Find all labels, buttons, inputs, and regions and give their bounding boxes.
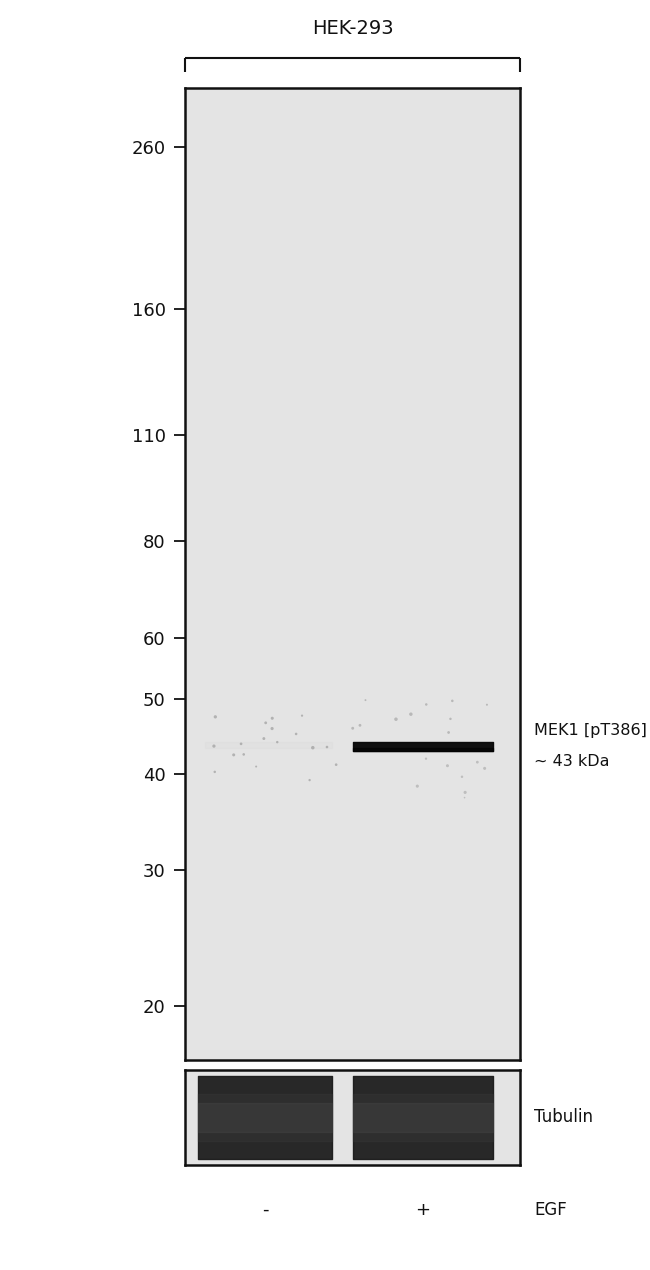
Point bbox=[304, 770, 315, 790]
Point bbox=[480, 758, 490, 779]
Point bbox=[355, 715, 365, 735]
Text: EGF: EGF bbox=[534, 1201, 567, 1219]
Point bbox=[267, 709, 278, 729]
Point bbox=[261, 712, 271, 733]
Text: -: - bbox=[262, 1201, 268, 1219]
Point bbox=[421, 748, 431, 768]
Point bbox=[443, 723, 454, 743]
Text: MEK1 [pT386]: MEK1 [pT386] bbox=[534, 724, 647, 738]
Point bbox=[360, 690, 370, 710]
Point bbox=[421, 695, 432, 715]
Point bbox=[209, 762, 220, 782]
Point bbox=[210, 706, 220, 726]
Point bbox=[457, 767, 467, 787]
Point bbox=[445, 709, 456, 729]
Point bbox=[391, 709, 401, 729]
Point bbox=[472, 752, 482, 772]
Point bbox=[442, 756, 452, 776]
Point bbox=[460, 787, 470, 808]
Text: HEK-293: HEK-293 bbox=[312, 19, 393, 38]
Text: ~ 43 kDa: ~ 43 kDa bbox=[534, 754, 610, 768]
Point bbox=[447, 691, 458, 711]
Point bbox=[331, 754, 341, 775]
Point bbox=[267, 719, 278, 739]
Point bbox=[236, 734, 246, 754]
Point bbox=[412, 776, 423, 796]
Point bbox=[307, 738, 318, 758]
Text: +: + bbox=[415, 1201, 430, 1219]
Point bbox=[297, 705, 307, 725]
Point bbox=[239, 744, 249, 765]
Point bbox=[322, 737, 332, 757]
Point bbox=[259, 729, 269, 749]
Point bbox=[272, 732, 283, 752]
Point bbox=[482, 695, 492, 715]
Point bbox=[251, 757, 261, 777]
Point bbox=[209, 735, 219, 756]
Point bbox=[406, 704, 416, 724]
Point bbox=[460, 782, 471, 803]
Point bbox=[291, 724, 302, 744]
Text: Tubulin: Tubulin bbox=[534, 1109, 593, 1126]
Point bbox=[348, 718, 358, 738]
Point bbox=[229, 744, 239, 765]
